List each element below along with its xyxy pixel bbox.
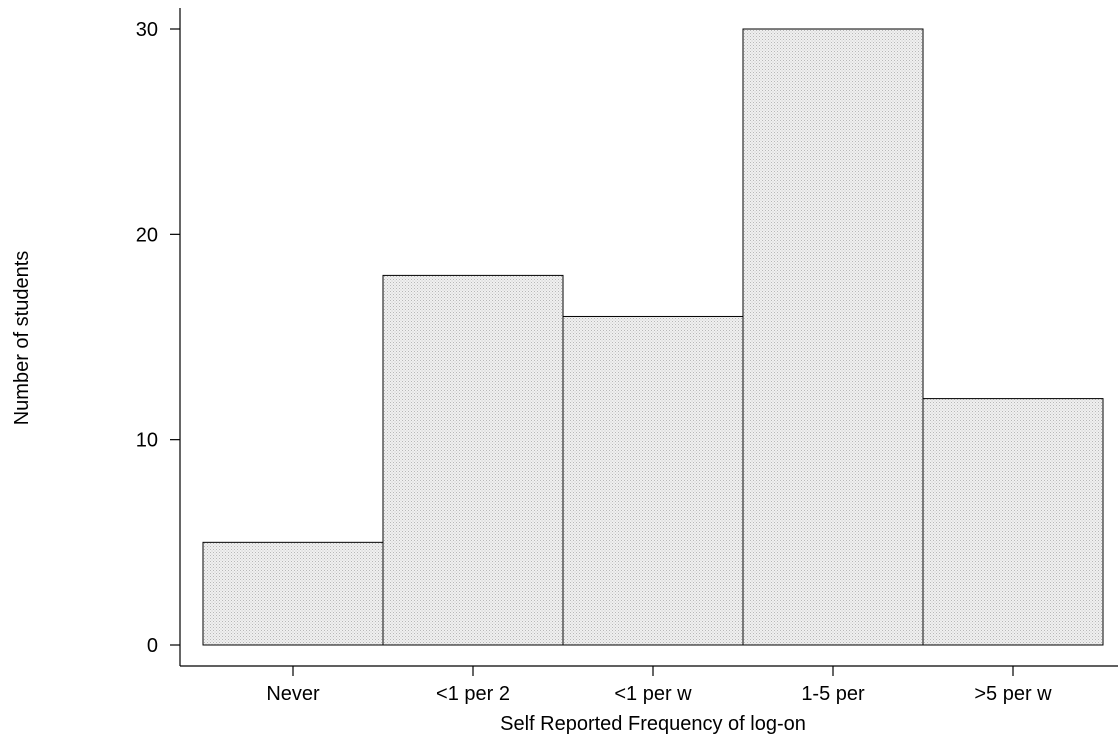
x-tick-label-3: 1-5 per xyxy=(801,683,865,705)
bar-1 xyxy=(382,274,564,646)
y-tick-label-1: 10 xyxy=(136,430,158,452)
bar-3 xyxy=(742,28,924,646)
x-tick-label-2: <1 per w xyxy=(614,683,692,705)
y-axis-title: Number of students xyxy=(11,251,33,426)
bars-group xyxy=(202,28,1104,646)
y-tick-label-3: 30 xyxy=(136,19,158,41)
x-tick-label-1: <1 per 2 xyxy=(436,683,510,705)
bar-4 xyxy=(922,398,1104,646)
x-tick-label-0: Never xyxy=(266,683,320,705)
x-axis: Never <1 per 2 <1 per w 1-5 per >5 per w xyxy=(180,665,1118,705)
bar-2 xyxy=(562,315,744,646)
y-axis: 0 10 20 30 xyxy=(136,8,181,666)
bar-0 xyxy=(202,541,384,646)
x-tick-label-4: >5 per w xyxy=(974,683,1052,705)
x-axis-title: Self Reported Frequency of log-on xyxy=(500,713,806,735)
y-tick-label-0: 0 xyxy=(147,635,158,657)
y-tick-label-2: 20 xyxy=(136,224,158,246)
